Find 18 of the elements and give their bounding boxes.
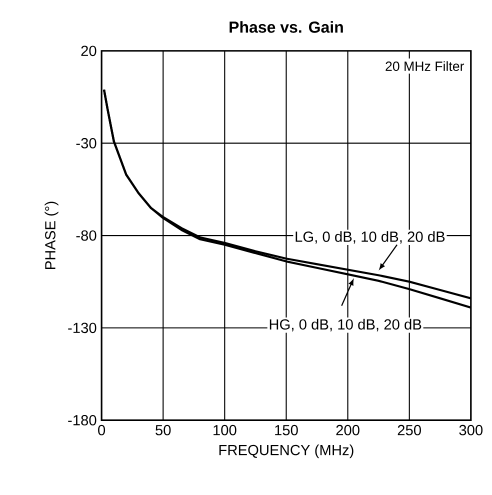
annotation: LG, 0 dB, 10 dB, 20 dB — [296, 231, 445, 244]
y-tick-label: -130 — [68, 322, 96, 334]
y-tick-label: -180 — [68, 415, 96, 426]
x-tick-label: 150 — [275, 424, 298, 436]
x-tick-label: 250 — [398, 424, 421, 436]
y-axis-title: PHASE (°) — [44, 202, 58, 270]
x-tick-label: 100 — [214, 424, 236, 436]
x-tick-label: 0 — [98, 424, 106, 436]
x-tick-label: 300 — [459, 424, 483, 436]
annotation: 20 MHz Filter — [386, 61, 464, 71]
chart-title: Phase vs. Gain — [230, 21, 343, 33]
y-tick-label: -30 — [76, 138, 96, 148]
x-tick-label: 50 — [156, 424, 171, 436]
y-tick-label: 20 — [81, 46, 96, 56]
y-tick-label: -80 — [76, 230, 96, 241]
annotation: HG, 0 dB, 10 dB, 20 dB — [270, 318, 422, 332]
x-tick-label: 200 — [336, 424, 360, 436]
x-axis-title: FREQUENCY (MHz) — [219, 444, 354, 458]
